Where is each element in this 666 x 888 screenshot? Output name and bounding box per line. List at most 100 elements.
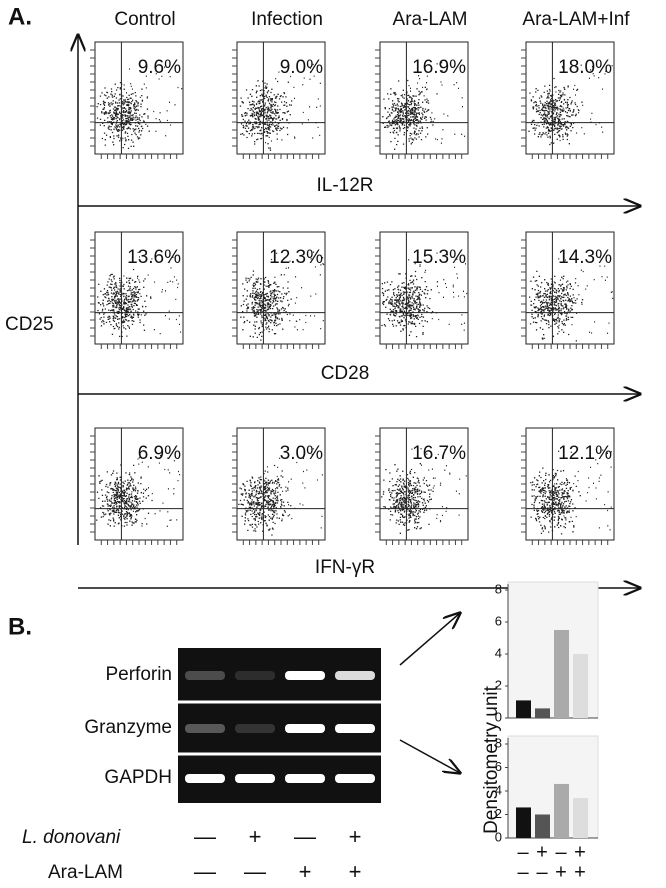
y-tick-label: 6 — [495, 613, 502, 628]
bar — [516, 700, 531, 718]
y-tick-label: 8 — [495, 735, 502, 750]
condition-sign: — — [194, 859, 216, 884]
gel-band — [235, 774, 275, 783]
axis-ticks — [375, 49, 463, 159]
column-header: Ara-LAM+Inf — [522, 9, 630, 30]
bar — [535, 708, 550, 718]
y-tick-label: 0 — [495, 709, 502, 724]
bar — [573, 654, 588, 718]
arrow — [399, 739, 460, 773]
y-tick-label: 8 — [495, 581, 502, 596]
condition-sign: — — [244, 859, 266, 884]
axis-ticks — [232, 239, 320, 349]
percentage: 13.6% — [127, 247, 181, 268]
flow-events — [381, 447, 467, 534]
flow-events — [530, 449, 612, 535]
column-header: Control — [114, 9, 175, 30]
panel-label: A. — [8, 3, 32, 30]
condition-sign: + — [249, 824, 262, 849]
y-tick-label: 6 — [495, 759, 502, 774]
flow-events — [97, 251, 182, 338]
percentage: 12.3% — [269, 247, 323, 268]
column-header: Infection — [251, 9, 323, 30]
gel-band — [335, 724, 375, 733]
percentage: 16.9% — [412, 57, 466, 78]
gel-band — [235, 724, 275, 733]
axis-ticks — [521, 49, 609, 159]
axis-ticks — [90, 239, 178, 349]
axis-ticks — [521, 239, 609, 349]
flow-events — [382, 62, 466, 150]
x-axis-label: IL-12R — [316, 175, 373, 196]
condition-sign: + — [349, 824, 362, 849]
y-tick-label: 4 — [495, 645, 502, 660]
flow-events — [529, 257, 614, 342]
gene-label: Perforin — [105, 664, 172, 685]
panel-label: B. — [8, 613, 32, 640]
x-sign: – — [555, 841, 567, 863]
condition-label: Ara-LAM — [48, 862, 123, 883]
column-header: Ara-LAM — [393, 9, 468, 30]
flow-events — [96, 65, 183, 150]
flow-events — [239, 63, 321, 151]
x-sign: + — [555, 861, 567, 883]
x-sign: + — [574, 841, 586, 863]
percentage: 6.9% — [138, 443, 181, 464]
gel-band — [285, 671, 325, 680]
x-sign: + — [536, 841, 548, 863]
percentage: 15.3% — [412, 247, 466, 268]
flow-events — [528, 64, 613, 146]
percentage: 16.7% — [412, 443, 466, 464]
bar — [554, 630, 569, 718]
axis-ticks — [375, 239, 463, 349]
axis-ticks — [232, 435, 320, 545]
percentage: 9.6% — [138, 57, 181, 78]
gel-band — [335, 671, 375, 680]
gel-band — [185, 724, 225, 733]
gene-label: Granzyme — [84, 717, 172, 738]
flow-events — [240, 251, 325, 341]
x-sign: + — [574, 861, 586, 883]
percentage: 3.0% — [280, 443, 323, 464]
x-sign: – — [517, 861, 529, 883]
gel-band — [285, 724, 325, 733]
gel-band — [235, 671, 275, 680]
axis-ticks — [90, 49, 178, 159]
y-tick-label: 0 — [495, 829, 502, 844]
x-axis-label: IFN-γR — [315, 557, 375, 578]
axis-ticks — [232, 49, 320, 159]
bar — [516, 807, 531, 838]
bar — [573, 798, 588, 838]
gene-label: GAPDH — [104, 767, 172, 788]
y-axis-label: CD25 — [5, 314, 54, 335]
flow-events — [238, 448, 323, 536]
condition-sign: — — [194, 824, 216, 849]
y-tick-label: 2 — [495, 677, 502, 692]
x-sign: – — [536, 861, 548, 883]
y-tick-label: 4 — [495, 782, 502, 797]
y-tick-label: 2 — [495, 806, 502, 821]
flow-events — [381, 252, 468, 338]
axis-ticks — [375, 435, 463, 545]
axis-ticks — [90, 435, 178, 545]
gel-band — [285, 774, 325, 783]
arrow — [399, 613, 460, 666]
gel-band — [185, 774, 225, 783]
gel-band — [185, 671, 225, 680]
axis-ticks — [521, 435, 609, 545]
percentage: 14.3% — [558, 247, 612, 268]
percentage: 18.0% — [558, 57, 612, 78]
percentage: 9.0% — [280, 57, 323, 78]
bar — [554, 783, 569, 838]
chart-y-label: Densitometry unit — [481, 685, 502, 834]
percentage: 12.1% — [558, 443, 612, 464]
condition-sign: + — [299, 859, 312, 884]
condition-sign: + — [349, 859, 362, 884]
condition-sign: — — [294, 824, 316, 849]
flow-events — [96, 448, 181, 527]
x-axis-label: CD28 — [321, 363, 370, 384]
condition-label: L. donovani — [22, 827, 121, 848]
x-sign: – — [517, 841, 529, 863]
gel-band — [335, 774, 375, 783]
